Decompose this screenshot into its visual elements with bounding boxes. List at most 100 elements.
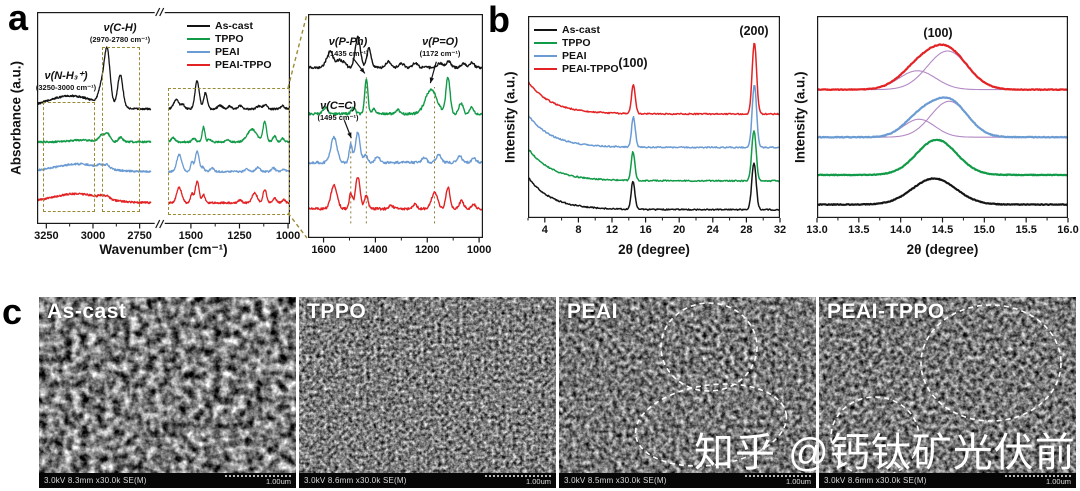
svg-text:16: 16 bbox=[639, 224, 651, 236]
panel-label-b: b bbox=[488, 0, 510, 40]
svg-text:1600: 1600 bbox=[311, 244, 335, 256]
legend-swatch-peai-tppo bbox=[534, 67, 557, 71]
po-annotation: ν(P=O) (1172 cm⁻¹) bbox=[412, 36, 468, 58]
svg-text:1500: 1500 bbox=[179, 230, 203, 242]
svg-text:8: 8 bbox=[575, 224, 581, 236]
ch-annotation-range: (2970-2780 cm⁻¹) bbox=[89, 34, 151, 44]
sem-texture bbox=[39, 297, 296, 488]
sem-info-text: 3.0kV 8.5mm x30.0k SE(M) bbox=[564, 476, 667, 485]
scale-bar-label: 1.00um bbox=[1045, 477, 1071, 487]
scale-bar-ticks bbox=[225, 475, 291, 478]
xrd-zoom-x-axis-label: 2θ (degree) bbox=[906, 242, 979, 257]
cc-annotation: ν(C=C) (1495 cm⁻¹) bbox=[312, 100, 364, 122]
legend-label-peai: PEAI bbox=[562, 49, 587, 62]
svg-text:12: 12 bbox=[606, 224, 618, 236]
svg-text:24: 24 bbox=[707, 224, 720, 236]
sem-info-text: 3.0kV 8.3mm x30.0k SE(M) bbox=[44, 476, 147, 485]
xrd-200-peak-label: (200) bbox=[739, 24, 769, 38]
svg-text:13.5: 13.5 bbox=[848, 224, 869, 236]
watermark: 知乎 @钙钛矿光伏前沿 bbox=[694, 431, 1080, 475]
svg-text:1000: 1000 bbox=[276, 230, 300, 242]
nh3-region-box bbox=[43, 102, 95, 212]
xrd-zoom-100-peak-label: (100) bbox=[923, 26, 953, 40]
sem-image-peai: PEAI 3.0kV 8.5mm x30.0k SE(M) 1.00um bbox=[559, 297, 816, 488]
sem-label-as-cast: As-cast bbox=[47, 300, 127, 323]
ch-annotation: ν(C-H) (2970-2780 cm⁻¹) bbox=[87, 22, 153, 44]
xrd-full-plot: 4 8 12 16 20 24 28 32 bbox=[527, 16, 786, 236]
legend-item-tppo: TPPO bbox=[534, 37, 619, 49]
sem-info-bar: 3.0kV 8.6mm x30.0k SE(M) 1.00um bbox=[819, 473, 1076, 488]
svg-text:28: 28 bbox=[740, 224, 752, 236]
legend-swatch-tppo bbox=[187, 37, 210, 41]
ftir-x-axis-label: Wavenumber (cm⁻¹) bbox=[99, 242, 228, 257]
svg-text:14.5: 14.5 bbox=[932, 224, 953, 236]
sem-texture bbox=[819, 297, 1076, 488]
pph-annotation-range: (1435 cm⁻¹) bbox=[327, 48, 369, 58]
scale-bar-ticks bbox=[485, 475, 551, 478]
svg-text:2750: 2750 bbox=[127, 230, 151, 242]
svg-text:1400: 1400 bbox=[363, 244, 387, 256]
legend-item-peai-tppo: PEAI-TPPO bbox=[187, 59, 272, 71]
legend-swatch-as-cast bbox=[187, 24, 210, 28]
xrd-100-peak-label: (100) bbox=[618, 56, 648, 70]
xrd-full-y-axis-label: Intensity (a.u.) bbox=[502, 71, 518, 163]
svg-text:1200: 1200 bbox=[415, 244, 439, 256]
xrd-legend: As-cast TPPO PEAI PEAI-TPPO bbox=[534, 24, 619, 75]
sem-texture bbox=[299, 297, 556, 488]
xrd-full-chart: 4 8 12 16 20 24 28 32 As-cast TPPO PEAI PEAI-TP… bbox=[527, 16, 786, 240]
svg-text:32: 32 bbox=[774, 224, 786, 236]
sem-info-bar: 3.0kV 8.5mm x30.0k SE(M) 1.00um bbox=[559, 473, 816, 488]
xrd-zoom-y-axis-label: Intensity (a.u.) bbox=[792, 71, 808, 163]
legend-label-tppo: TPPO bbox=[215, 32, 244, 45]
sem-label-peai-tppo: PEAI-TPPO bbox=[827, 300, 945, 323]
xrd-zoom-plot: 13.0 13.5 14.0 14.5 15.0 15.5 16.0 bbox=[806, 16, 1079, 236]
ftir-full-plot: 3250 3000 2750 1500 1250 1000 bbox=[34, 7, 300, 242]
pph-annotation: ν(P-Ph) (1435 cm⁻¹) bbox=[320, 36, 376, 58]
sem-label-tppo: TPPO bbox=[307, 300, 367, 323]
scale-bar-ticks bbox=[745, 475, 811, 478]
scale-bar: 1.00um bbox=[225, 475, 291, 486]
nh3-annotation: ν(N-H₃⁺) (3250-3000 cm⁻¹) bbox=[31, 70, 101, 92]
svg-text:20: 20 bbox=[673, 224, 685, 236]
svg-text:15.5: 15.5 bbox=[1015, 224, 1036, 236]
legend-item-as-cast: As-cast bbox=[534, 24, 619, 36]
legend-swatch-peai bbox=[534, 54, 557, 58]
scale-bar: 1.00um bbox=[745, 475, 811, 486]
legend-item-peai: PEAI bbox=[534, 50, 619, 62]
panel-label-a: a bbox=[8, 0, 29, 38]
fingerprint-region-box bbox=[168, 88, 290, 215]
legend-swatch-as-cast bbox=[534, 28, 557, 32]
legend-label-as-cast: As-cast bbox=[215, 19, 253, 32]
po-annotation-title: ν(P=O) bbox=[422, 36, 458, 48]
pph-annotation-title: ν(P-Ph) bbox=[328, 36, 368, 48]
legend-label-as-cast: As-cast bbox=[562, 23, 600, 36]
svg-text:3000: 3000 bbox=[81, 230, 105, 242]
legend-label-peai: PEAI bbox=[215, 45, 240, 58]
xrd-full-x-axis-label: 2θ (degree) bbox=[618, 242, 690, 257]
scale-bar-label: 1.00um bbox=[785, 477, 811, 487]
sem-texture bbox=[559, 297, 816, 488]
legend-item-as-cast: As-cast bbox=[187, 20, 272, 32]
scale-bar-label: 1.00um bbox=[525, 477, 551, 487]
legend-label-peai-tppo: PEAI-TPPO bbox=[215, 58, 272, 71]
scale-bar: 1.00um bbox=[485, 475, 551, 486]
svg-text:4: 4 bbox=[542, 224, 549, 236]
legend-swatch-peai bbox=[187, 50, 210, 54]
legend-label-tppo: TPPO bbox=[562, 36, 591, 49]
highlight-ellipses bbox=[634, 302, 788, 467]
ftir-zoom-plot: 1600 1400 1200 1000 bbox=[308, 14, 491, 256]
cc-annotation-range: (1495 cm⁻¹) bbox=[317, 112, 359, 122]
ch-annotation-title: ν(C-H) bbox=[103, 22, 137, 34]
po-annotation-range: (1172 cm⁻¹) bbox=[419, 48, 461, 58]
scale-bar-label: 1.00um bbox=[265, 477, 291, 487]
sem-info-bar: 3.0kV 8.6mm x30.0k SE(M) 1.00um bbox=[299, 473, 556, 488]
sem-image-tppo: TPPO 3.0kV 8.6mm x30.0k SE(M) 1.00um bbox=[299, 297, 556, 488]
ftir-full-chart: 3250 3000 2750 1500 1250 1000 ν(N-H₃⁺) (3250-… bbox=[34, 7, 300, 246]
panel-label-c: c bbox=[2, 291, 23, 332]
legend-label-peai-tppo: PEAI-TPPO bbox=[562, 62, 619, 75]
nh3-annotation-title: ν(N-H₃⁺) bbox=[44, 70, 88, 82]
scale-bar-ticks bbox=[1005, 475, 1071, 478]
cc-annotation-title: ν(C=C) bbox=[320, 100, 356, 112]
ftir-y-axis-label: Absorbance (a.u.) bbox=[8, 60, 24, 176]
